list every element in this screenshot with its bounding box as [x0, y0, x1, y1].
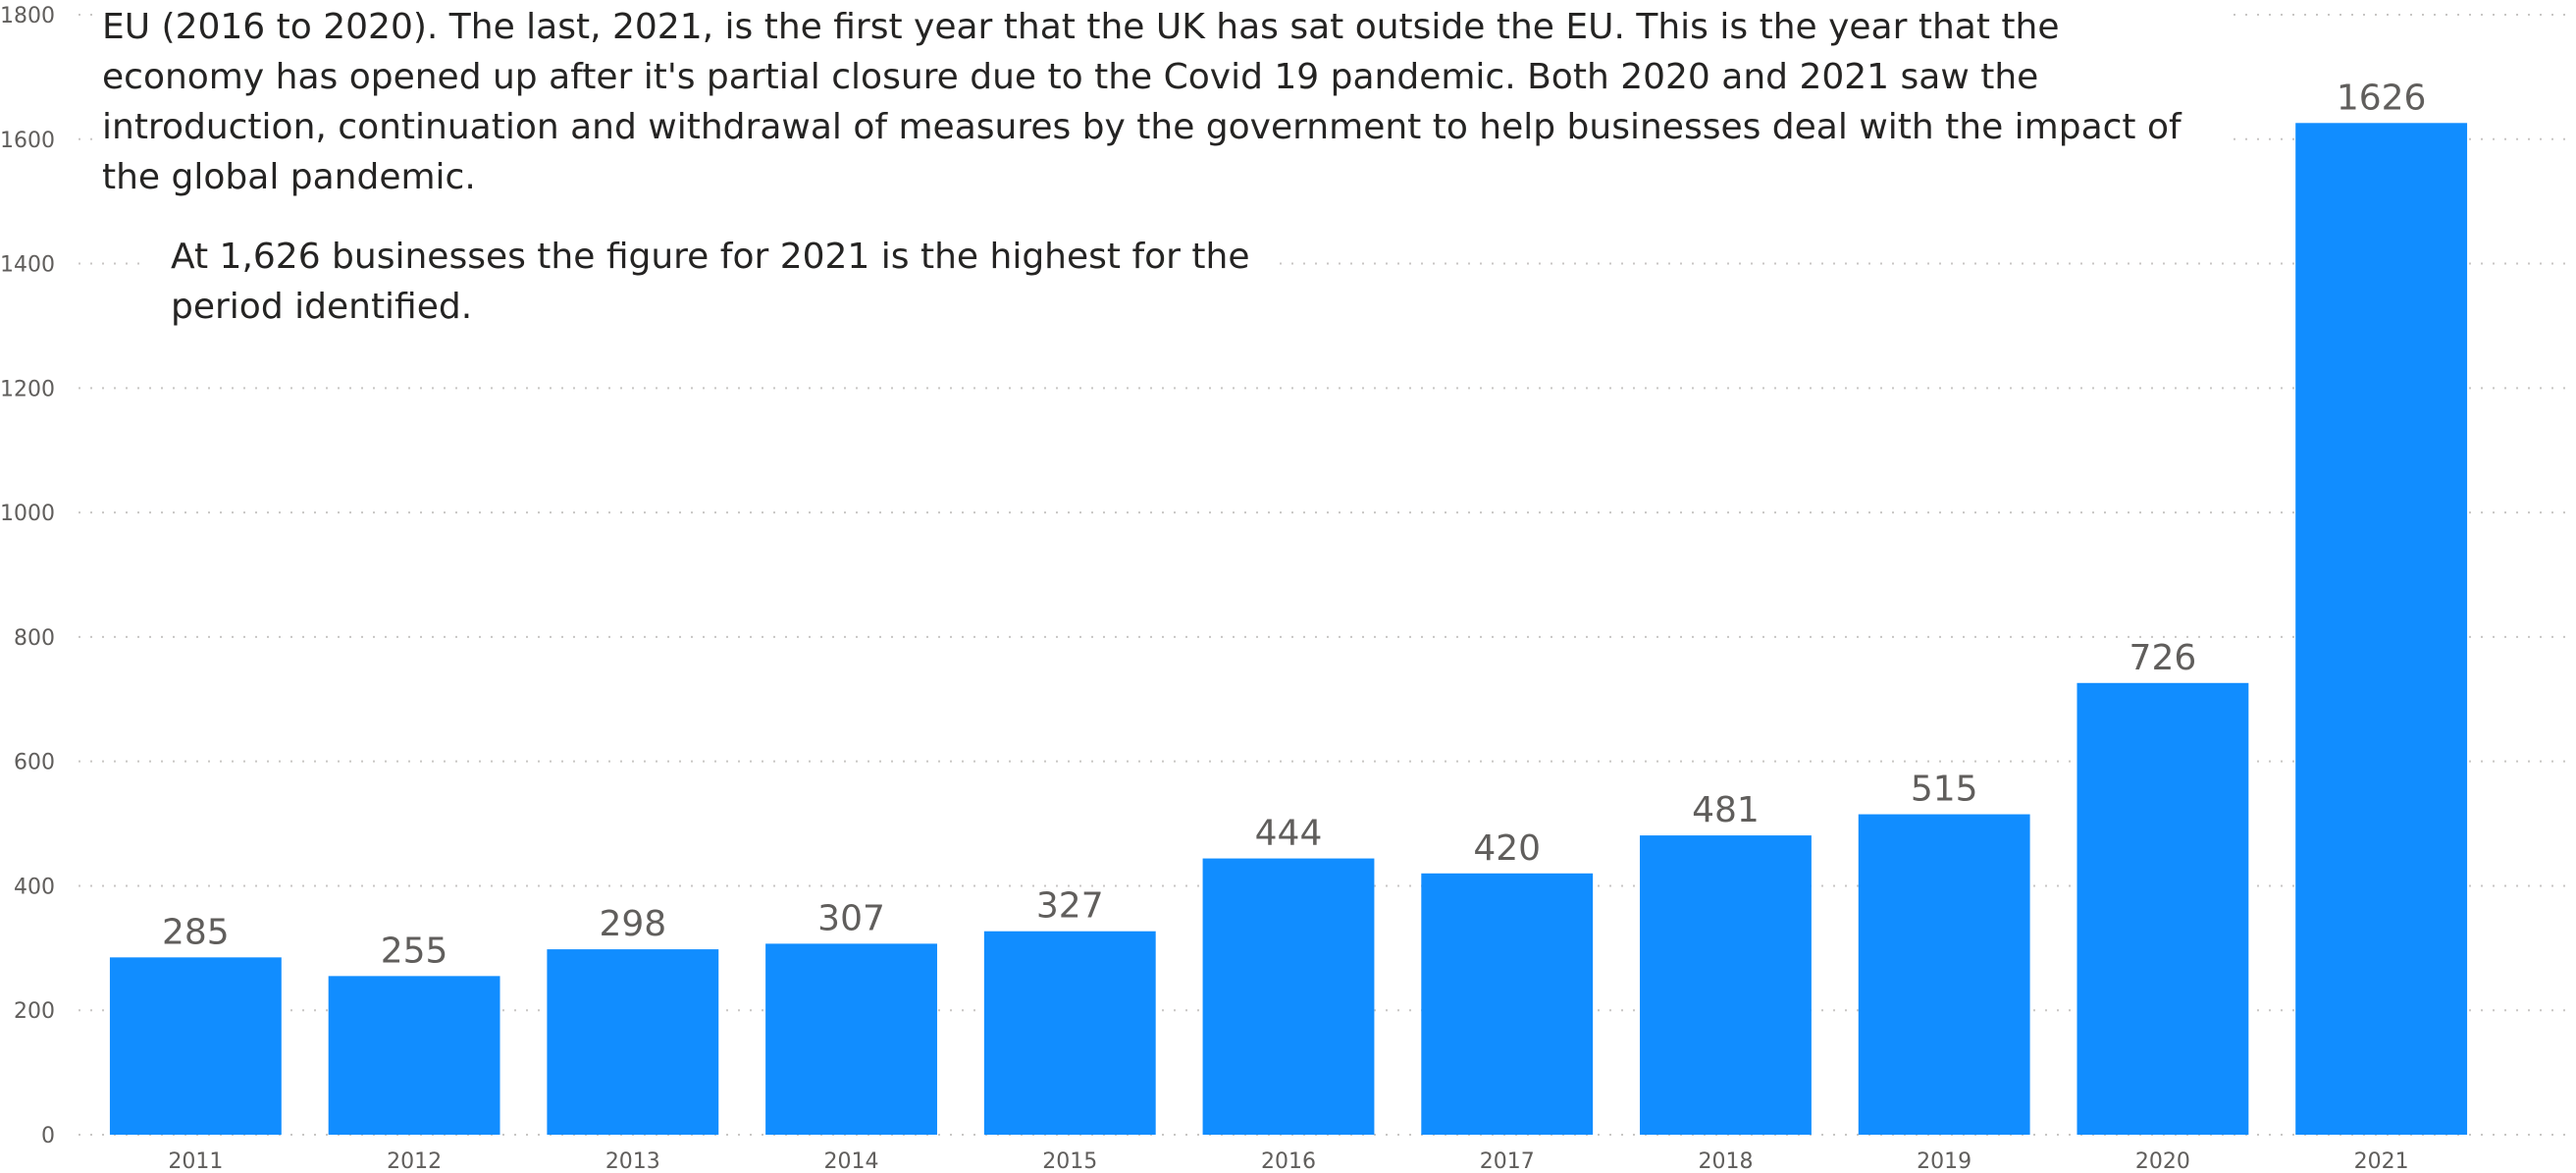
data-label: 444: [1255, 814, 1323, 854]
data-label: 420: [1473, 828, 1541, 869]
bar: [328, 976, 500, 1135]
bars: [109, 123, 2468, 1136]
data-label: 255: [381, 931, 448, 971]
y-tick-label: 1800: [0, 4, 55, 28]
y-tick-label: 1600: [0, 129, 55, 153]
x-tick-label: 2013: [605, 1149, 660, 1173]
data-label: 298: [599, 904, 666, 944]
y-axis-ticks: 0 200 400 600 800 1000 1200 1400 1600 1800: [0, 4, 55, 1148]
y-tick-label: 600: [14, 751, 55, 775]
data-labels: 285 255 298 307 327 444 420 481 515 726 1626: [162, 78, 2426, 971]
y-tick-label: 1400: [0, 253, 55, 278]
data-label: 327: [1036, 886, 1104, 927]
data-label: 307: [817, 898, 885, 938]
bar: [983, 931, 1156, 1135]
y-tick-label: 800: [14, 626, 55, 651]
data-label: 285: [162, 912, 230, 952]
data-label: 1626: [2337, 78, 2427, 118]
y-tick-label: 400: [14, 875, 55, 899]
bar: [1858, 814, 2030, 1135]
bar: [2077, 682, 2249, 1135]
data-label: 515: [1911, 770, 1978, 810]
y-tick-label: 1000: [0, 502, 55, 526]
y-tick-label: 1200: [0, 377, 55, 401]
x-tick-label: 2018: [1698, 1149, 1753, 1173]
y-tick-label: 0: [41, 1124, 55, 1148]
x-tick-label: 2014: [824, 1149, 879, 1173]
bar: [2295, 123, 2468, 1136]
highlight-note: At 1,626 businesses the figure for 2021 …: [147, 232, 1274, 332]
x-axis-ticks: 2011 2012 2013 2014 2015 2016 2017 2018 2019 2020…: [168, 1149, 2408, 1173]
bar: [1202, 858, 1375, 1135]
data-label: 726: [2129, 638, 2197, 678]
x-tick-label: 2019: [1917, 1149, 1971, 1173]
x-tick-label: 2015: [1042, 1149, 1097, 1173]
x-tick-label: 2017: [1480, 1149, 1535, 1173]
bar: [765, 943, 937, 1135]
x-tick-label: 2020: [2135, 1149, 2190, 1173]
data-label: 481: [1692, 790, 1760, 830]
bar: [109, 957, 282, 1135]
y-tick-label: 200: [14, 999, 55, 1024]
bar: [1640, 835, 1812, 1135]
x-tick-label: 2012: [387, 1149, 442, 1173]
x-tick-label: 2021: [2354, 1149, 2409, 1173]
x-tick-label: 2011: [168, 1149, 223, 1173]
bar: [547, 949, 719, 1135]
intro-text: EU (2016 to 2020). The last, 2021, is th…: [98, 2, 2226, 202]
bar: [1421, 873, 1594, 1135]
x-tick-label: 2016: [1261, 1149, 1316, 1173]
